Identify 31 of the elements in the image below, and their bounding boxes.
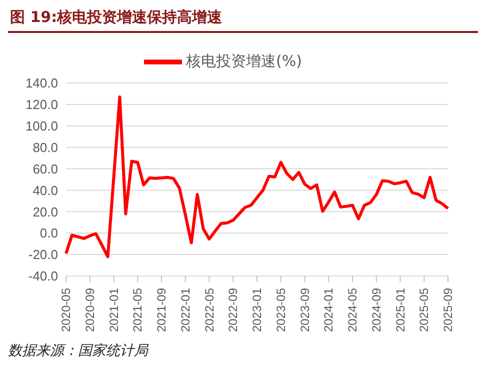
y-tick-label: 100.0 bbox=[25, 118, 58, 134]
chart-title: 图 19:核电投资增速保持高增速 bbox=[8, 8, 478, 33]
x-tick-label: 2024-05 bbox=[346, 288, 360, 332]
x-tick-label: 2020-05 bbox=[59, 288, 73, 332]
y-tick-label: 20.0 bbox=[32, 204, 58, 220]
line-series bbox=[64, 95, 450, 258]
y-tick-label: 0.0 bbox=[40, 226, 58, 241]
x-tick-label: 2021-01 bbox=[106, 288, 121, 332]
x-tick-label: 2023-05 bbox=[274, 288, 288, 332]
x-tick-label: 2023-01 bbox=[250, 288, 264, 332]
x-tick-label: 2025-05 bbox=[417, 288, 432, 332]
x-tick-label: 2022-01 bbox=[178, 288, 192, 332]
y-tick-label: 60.0 bbox=[32, 161, 58, 176]
x-tick-label: 2024-01 bbox=[322, 288, 336, 332]
y-tick-label: 120.0 bbox=[25, 97, 58, 112]
x-tick-label: 2021-05 bbox=[130, 288, 145, 332]
y-tick-label: 140.0 bbox=[25, 76, 58, 91]
source-note: 数据来源：国家统计局 bbox=[8, 342, 150, 360]
x-tick-label: 2020-09 bbox=[82, 288, 97, 332]
x-tick-label: 2024-09 bbox=[369, 288, 384, 332]
y-tick-label: 40.0 bbox=[32, 182, 58, 198]
y-tick-label: 80.0 bbox=[32, 140, 58, 155]
x-tick-label: 2022-09 bbox=[226, 288, 240, 332]
x-tick-label: 2025-09 bbox=[441, 288, 455, 332]
legend-label: 核电投资增速(%) bbox=[186, 52, 302, 70]
y-tick-label: -20.0 bbox=[28, 247, 58, 262]
x-tick-label: 2021-09 bbox=[154, 288, 168, 332]
x-tick-label: 2025-01 bbox=[393, 288, 408, 332]
x-tick-label: 2023-09 bbox=[298, 288, 312, 332]
x-tick-label: 2022-05 bbox=[202, 288, 216, 332]
y-tick-label: -40.0 bbox=[28, 268, 58, 284]
